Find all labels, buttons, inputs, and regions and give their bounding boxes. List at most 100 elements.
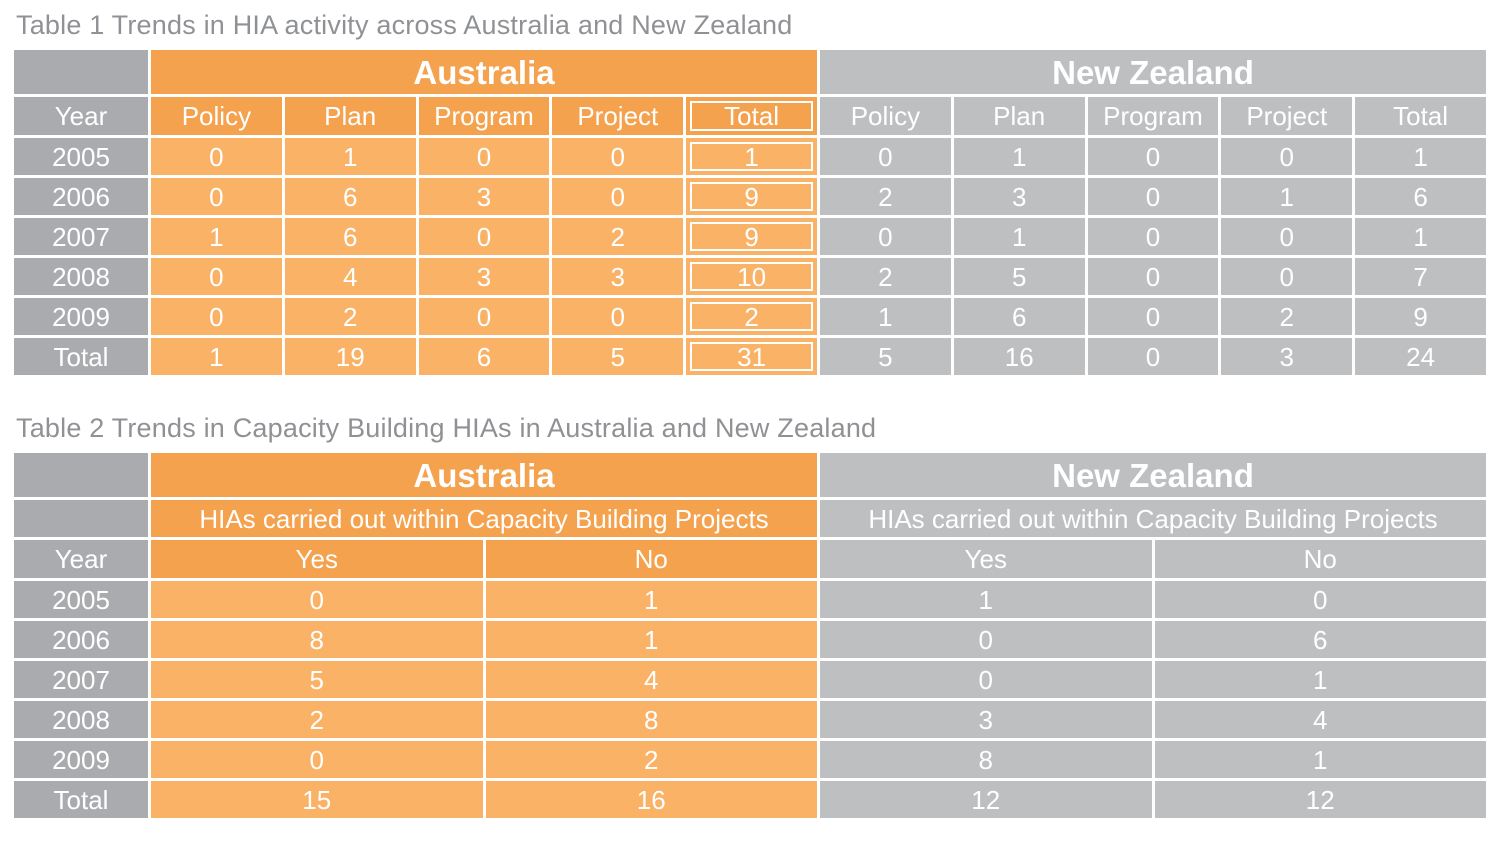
group-header-australia: Australia bbox=[151, 453, 817, 498]
data-cell-nz-2009: 0 bbox=[1087, 298, 1219, 336]
data-cell-au-2009: 0 bbox=[418, 298, 550, 336]
data-cell-au-2007: 0 bbox=[418, 218, 550, 256]
data-cell-au-2008: 3 bbox=[552, 258, 684, 296]
data-cell-nz-2006: 2 bbox=[820, 178, 951, 216]
data-cell-au-2007: 1 bbox=[151, 218, 282, 256]
data-cell-au-2008: 2 bbox=[151, 701, 483, 739]
corner-cell bbox=[14, 453, 148, 498]
subheader-australia: HIAs carried out within Capacity Buildin… bbox=[151, 500, 817, 538]
column-header-au-project: Project bbox=[552, 97, 684, 136]
data-cell-nz-2006: 6 bbox=[1154, 621, 1486, 659]
column-header-au-program: Program bbox=[418, 97, 550, 136]
data-cell-au-2007: 9 bbox=[686, 218, 817, 256]
row-label-2008: 2008 bbox=[14, 701, 148, 739]
row-label-2008: 2008 bbox=[14, 258, 148, 296]
data-cell-au-2006: 9 bbox=[686, 178, 817, 216]
data-cell-nz-2006: 0 bbox=[820, 621, 1152, 659]
group-header-new-zealand: New Zealand bbox=[820, 50, 1486, 95]
data-cell-au-2008: 10 bbox=[686, 258, 817, 296]
column-header-nz-yes: Yes bbox=[820, 540, 1152, 579]
column-header-nz-program: Program bbox=[1087, 97, 1219, 136]
subheader-spacer-cell bbox=[14, 500, 148, 538]
data-cell-nz-2009: 1 bbox=[1154, 741, 1486, 779]
data-cell-au-2005: 0 bbox=[552, 138, 684, 176]
data-cell-nz-2007: 1 bbox=[953, 218, 1085, 256]
data-cell-nz-2008: 2 bbox=[820, 258, 951, 296]
row-label-2006: 2006 bbox=[14, 178, 148, 216]
column-header-au-plan: Plan bbox=[284, 97, 416, 136]
data-cell-nz-2009: 8 bbox=[820, 741, 1152, 779]
row-label-2009: 2009 bbox=[14, 741, 148, 779]
data-cell-nz-2009: 9 bbox=[1355, 298, 1486, 336]
data-cell-au-2009: 0 bbox=[151, 741, 483, 779]
data-cell-au-2008: 8 bbox=[485, 701, 817, 739]
data-cell-au-2005: 0 bbox=[151, 138, 282, 176]
group-header-australia: Australia bbox=[151, 50, 817, 95]
data-cell-au-2005: 1 bbox=[686, 138, 817, 176]
data-cell-au-2007: 4 bbox=[485, 661, 817, 699]
column-header-nz-no: No bbox=[1154, 540, 1486, 579]
data-cell-nz-2008: 0 bbox=[1221, 258, 1353, 296]
data-cell-nz-2008: 7 bbox=[1355, 258, 1486, 296]
data-cell-au-2006: 8 bbox=[151, 621, 483, 659]
data-cell-au-total: 16 bbox=[485, 781, 817, 819]
data-cell-au-total: 6 bbox=[418, 338, 550, 376]
data-cell-nz-2005: 0 bbox=[1221, 138, 1353, 176]
data-cell-au-2005: 0 bbox=[418, 138, 550, 176]
data-cell-au-total: 15 bbox=[151, 781, 483, 819]
table2-grid: Australia New Zealand HIAs carried out wit… bbox=[14, 453, 1486, 819]
data-cell-nz-total: 5 bbox=[820, 338, 951, 376]
data-cell-nz-2009: 2 bbox=[1221, 298, 1353, 336]
data-cell-nz-2006: 0 bbox=[1087, 178, 1219, 216]
row-label-2009: 2009 bbox=[14, 298, 148, 336]
data-cell-nz-2007: 0 bbox=[820, 218, 951, 256]
data-cell-nz-2005: 0 bbox=[1154, 581, 1486, 619]
data-cell-au-total: 1 bbox=[151, 338, 282, 376]
data-cell-nz-2008: 4 bbox=[1154, 701, 1486, 739]
column-header-nz-total: Total bbox=[1355, 97, 1486, 136]
data-cell-nz-total: 3 bbox=[1221, 338, 1353, 376]
data-cell-au-2005: 1 bbox=[485, 581, 817, 619]
data-cell-nz-2009: 6 bbox=[953, 298, 1085, 336]
column-header-au-policy: Policy bbox=[151, 97, 282, 136]
data-cell-nz-2008: 5 bbox=[953, 258, 1085, 296]
data-cell-au-2009: 2 bbox=[284, 298, 416, 336]
data-cell-au-total: 19 bbox=[284, 338, 416, 376]
page: Table 1 Trends in HIA activity across Au… bbox=[14, 10, 1486, 819]
data-cell-nz-2006: 1 bbox=[1221, 178, 1353, 216]
data-cell-au-2005: 1 bbox=[284, 138, 416, 176]
data-cell-nz-2007: 0 bbox=[820, 661, 1152, 699]
data-cell-nz-2007: 1 bbox=[1154, 661, 1486, 699]
data-cell-nz-2006: 6 bbox=[1355, 178, 1486, 216]
table1-title: Table 1 Trends in HIA activity across Au… bbox=[16, 10, 793, 40]
data-cell-au-total: 31 bbox=[686, 338, 817, 376]
data-cell-au-2009: 0 bbox=[552, 298, 684, 336]
row-label-total: Total bbox=[14, 338, 148, 376]
group-header-new-zealand: New Zealand bbox=[820, 453, 1486, 498]
data-cell-au-2008: 4 bbox=[284, 258, 416, 296]
data-cell-nz-2008: 0 bbox=[1087, 258, 1219, 296]
data-cell-nz-2005: 0 bbox=[820, 138, 951, 176]
data-cell-au-2006: 3 bbox=[418, 178, 550, 216]
data-cell-au-2009: 0 bbox=[151, 298, 282, 336]
data-cell-nz-total: 24 bbox=[1355, 338, 1486, 376]
data-cell-au-2009: 2 bbox=[485, 741, 817, 779]
column-header-au-total: Total bbox=[686, 97, 817, 136]
data-cell-nz-2007: 1 bbox=[1355, 218, 1486, 256]
data-cell-au-2007: 6 bbox=[284, 218, 416, 256]
year-column-header: Year bbox=[14, 97, 148, 136]
data-cell-au-2007: 5 bbox=[151, 661, 483, 699]
data-cell-nz-2005: 1 bbox=[953, 138, 1085, 176]
data-cell-au-2009: 2 bbox=[686, 298, 817, 336]
data-cell-nz-total: 16 bbox=[953, 338, 1085, 376]
data-cell-au-2006: 0 bbox=[151, 178, 282, 216]
data-cell-au-2008: 0 bbox=[151, 258, 282, 296]
column-header-au-no: No bbox=[485, 540, 817, 579]
column-header-nz-project: Project bbox=[1221, 97, 1353, 136]
data-cell-nz-2005: 1 bbox=[820, 581, 1152, 619]
row-label-2007: 2007 bbox=[14, 218, 148, 256]
data-cell-au-2008: 3 bbox=[418, 258, 550, 296]
data-cell-nz-2009: 1 bbox=[820, 298, 951, 336]
data-cell-nz-2005: 0 bbox=[1087, 138, 1219, 176]
row-label-2005: 2005 bbox=[14, 138, 148, 176]
